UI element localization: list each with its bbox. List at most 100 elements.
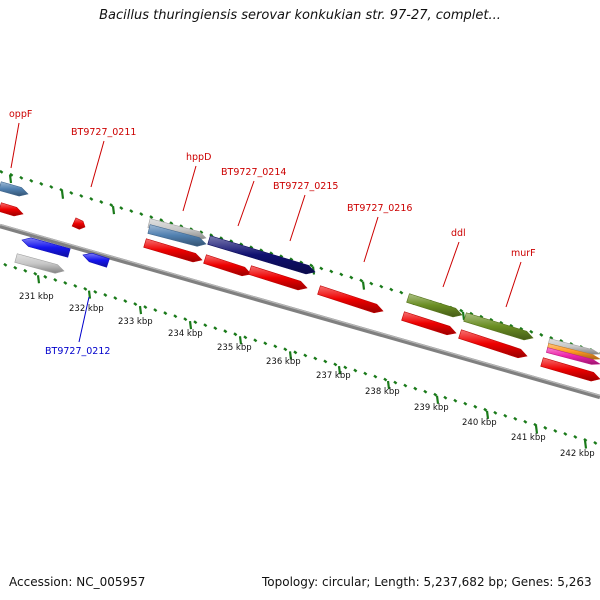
scale-label: 234 kbp bbox=[168, 329, 203, 339]
feature-arrow bbox=[147, 224, 207, 247]
major-tick bbox=[87, 290, 92, 299]
tick-dot bbox=[353, 368, 358, 373]
tick-dot bbox=[69, 190, 74, 195]
tick-dot bbox=[423, 389, 428, 394]
tick-dot bbox=[103, 293, 108, 297]
tick-dot bbox=[543, 425, 548, 430]
tick-dot bbox=[323, 359, 328, 364]
genome-backbone bbox=[0, 223, 600, 400]
major-tick bbox=[188, 321, 193, 330]
major-tick bbox=[60, 190, 65, 199]
tick-dot bbox=[9, 172, 14, 177]
tick-dot bbox=[373, 374, 378, 379]
tick-dot bbox=[473, 404, 478, 409]
tick-dot bbox=[513, 416, 518, 421]
tick-dot bbox=[59, 187, 64, 192]
scale-label: 240 kbp bbox=[462, 418, 497, 428]
tick-dot bbox=[379, 284, 384, 289]
feature-arrow bbox=[401, 311, 457, 336]
gene-label-leader bbox=[442, 241, 460, 288]
feature-arrow bbox=[317, 285, 384, 314]
feature-arrow bbox=[406, 293, 463, 318]
scale-label: 236 kbp bbox=[266, 357, 301, 367]
tick-dot bbox=[313, 356, 318, 361]
major-tick bbox=[435, 395, 440, 404]
major-tick bbox=[111, 205, 116, 215]
scale-label: 235 kbp bbox=[217, 343, 252, 353]
tick-dot bbox=[99, 200, 104, 204]
tick-dot bbox=[123, 299, 128, 303]
tick-dot bbox=[259, 248, 264, 253]
feature-arrow bbox=[82, 252, 110, 268]
tick-dot bbox=[119, 206, 124, 210]
tick-dot bbox=[413, 386, 418, 391]
tick-dot bbox=[263, 341, 268, 346]
tick-dot bbox=[223, 329, 228, 334]
tick-dot bbox=[503, 413, 508, 418]
tick-dot bbox=[573, 434, 578, 439]
gene-label-leader bbox=[289, 194, 306, 242]
gene-label: murF bbox=[511, 248, 536, 259]
tick-dot bbox=[133, 302, 138, 307]
tick-dot bbox=[73, 283, 78, 288]
tick-dot bbox=[149, 215, 154, 220]
major-tick bbox=[288, 351, 293, 360]
tick-dot bbox=[529, 329, 534, 334]
tick-dot bbox=[209, 233, 214, 238]
gene-label-leader bbox=[505, 261, 522, 308]
feature-arrow bbox=[248, 265, 308, 291]
tick-dot bbox=[453, 398, 458, 403]
gene-label: ddl bbox=[451, 228, 466, 239]
tick-dot bbox=[399, 290, 404, 295]
map-title: Bacillus thuringiensis serovar konkukian… bbox=[99, 8, 501, 23]
major-tick bbox=[138, 305, 143, 315]
tick-dot bbox=[383, 377, 388, 382]
tick-dot bbox=[219, 236, 224, 241]
feature-arrow bbox=[0, 181, 29, 197]
feature-arrow bbox=[21, 237, 71, 258]
tick-dot bbox=[159, 218, 164, 223]
gene-label: BT9727_0216 bbox=[347, 203, 412, 214]
major-tick bbox=[583, 440, 588, 449]
tick-dot bbox=[549, 335, 554, 340]
tick-dot bbox=[143, 305, 148, 310]
genome-summary-text: Topology: circular; Length: 5,237,682 bp… bbox=[262, 575, 592, 589]
tick-dot bbox=[279, 254, 284, 259]
tick-dot bbox=[299, 260, 304, 265]
feature-arrow bbox=[203, 254, 252, 277]
scale-label: 241 kbp bbox=[511, 433, 546, 443]
tick-dot bbox=[309, 263, 314, 268]
tick-dot bbox=[563, 431, 568, 436]
scale-label: 237 kbp bbox=[316, 371, 351, 381]
tick-dot bbox=[329, 269, 334, 274]
feature-arrow bbox=[207, 235, 316, 275]
feature-arrow bbox=[143, 238, 203, 263]
tick-dot bbox=[229, 239, 234, 244]
feature-arrow bbox=[540, 357, 600, 382]
tick-dot bbox=[289, 257, 294, 262]
tick-dot bbox=[33, 271, 38, 276]
tick-dot bbox=[153, 308, 158, 313]
tick-dot bbox=[459, 308, 464, 313]
tick-dot bbox=[509, 323, 514, 328]
major-tick bbox=[386, 380, 391, 390]
tick-dot bbox=[19, 175, 24, 180]
tick-dot bbox=[533, 422, 538, 427]
tick-dot bbox=[239, 242, 244, 247]
major-tick bbox=[461, 311, 466, 320]
tick-dot bbox=[443, 395, 448, 400]
tick-dot bbox=[433, 392, 438, 397]
tick-dot bbox=[243, 335, 248, 340]
tick-dot bbox=[193, 320, 198, 325]
tick-dot bbox=[173, 314, 178, 319]
tick-dot bbox=[79, 194, 84, 198]
feature-arrow bbox=[71, 217, 86, 230]
tick-dot bbox=[3, 262, 8, 267]
tick-dot bbox=[393, 380, 398, 385]
tick-dot bbox=[233, 332, 238, 337]
major-tick bbox=[36, 275, 41, 284]
scale-label: 231 kbp bbox=[19, 292, 54, 302]
major-tick bbox=[485, 410, 490, 420]
genome-backbone-highlight bbox=[0, 223, 600, 397]
tick-dot bbox=[0, 169, 4, 174]
